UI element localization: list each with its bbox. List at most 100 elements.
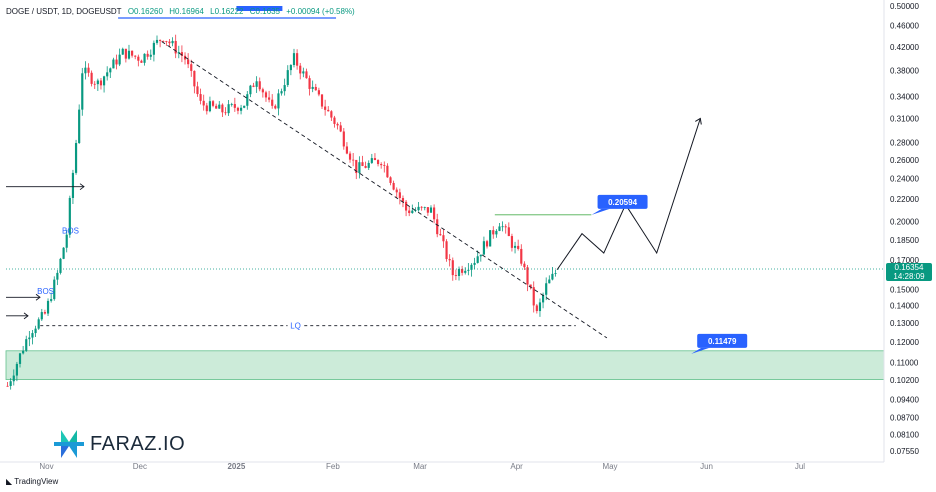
candle-body (74, 143, 78, 173)
candle-body (358, 162, 361, 174)
price-tick-label: 0.12000 (890, 338, 919, 347)
price-tick-label: 0.17000 (890, 256, 919, 265)
projection-path (556, 118, 701, 271)
candle-body (165, 41, 168, 42)
tradingview-brand[interactable]: ◣ TradingView (6, 477, 58, 486)
candle-body (289, 65, 292, 71)
candle-body (317, 90, 320, 95)
candle-body (106, 72, 109, 77)
candle-body (286, 70, 289, 86)
candle-body (202, 100, 205, 106)
candle-body (252, 85, 255, 87)
candle-body (271, 99, 274, 106)
price-tick-label: 0.14000 (890, 302, 919, 311)
candle-body (31, 333, 34, 338)
time-tick-label: Nov (39, 462, 53, 471)
low-value: L0.16222 (210, 7, 244, 16)
candle-body (112, 59, 115, 69)
candle-body (342, 131, 345, 147)
candle-body (280, 91, 283, 94)
symbol-label: DOGE / USDT, 1D, DOGEUSDT (6, 7, 122, 16)
candle-body (417, 206, 420, 211)
candle-body (529, 284, 532, 288)
high-value: H0.16964 (169, 7, 204, 16)
candle-body (121, 48, 124, 55)
open-value: O0.16260 (127, 7, 163, 16)
candle-body (12, 375, 15, 382)
time-tick-label: Jul (795, 462, 805, 471)
candle-body (308, 78, 311, 89)
price-tick-label: 0.18500 (890, 236, 919, 245)
countdown-value: 14:28:09 (893, 272, 925, 281)
candle-body (454, 275, 457, 276)
candle-body (115, 59, 118, 65)
candle-body (380, 164, 383, 166)
candle-body (159, 39, 162, 41)
candle-body (190, 64, 193, 71)
candle-body (37, 319, 40, 329)
price-tick-label: 0.46000 (890, 22, 919, 31)
price-tick-label: 0.20000 (890, 218, 919, 227)
candle-body (131, 50, 134, 56)
target-low-label: 0.11479 (708, 337, 737, 346)
bos-label-lower: BOS (37, 287, 54, 296)
candle-body (492, 230, 495, 235)
trendline (161, 41, 608, 339)
candle-body (221, 104, 224, 113)
candle-body (246, 94, 249, 106)
candle-body (9, 381, 12, 386)
price-tick-label: 0.31000 (890, 114, 919, 123)
candle-body (398, 192, 401, 199)
candle-body (102, 76, 106, 86)
candle-body (333, 117, 336, 124)
left-arrow-head (79, 183, 85, 191)
target-low-box (697, 333, 748, 348)
candle-body (433, 207, 436, 220)
candle-body (187, 59, 190, 65)
candle-body (429, 207, 433, 213)
liquidity-label-bg (287, 320, 304, 331)
candle-body (174, 40, 177, 54)
logo-text: FARAZ.IO (90, 432, 186, 455)
candle-body (457, 268, 461, 276)
drawings: LQ 0.20594 0.11479 BOS BOS (6, 6, 884, 354)
candle-body (545, 283, 548, 295)
candle-body (526, 267, 529, 285)
candle-body (498, 226, 501, 231)
candle-body (535, 305, 538, 312)
candle-body (408, 210, 411, 214)
candle-body (255, 81, 258, 87)
current-price-value: 0.16354 (894, 263, 924, 272)
candle-body (118, 54, 121, 65)
liquidity-label: LQ (290, 322, 301, 331)
candle-body (233, 104, 236, 108)
candle-body (495, 230, 498, 235)
candle-body (59, 258, 62, 273)
candle-body (470, 264, 473, 270)
candle-body (258, 81, 261, 90)
candle-body (476, 256, 479, 263)
candle-body (532, 287, 535, 306)
candle-body (507, 227, 510, 237)
candle-body (314, 86, 317, 91)
candle-body (65, 234, 68, 248)
candle-body (548, 279, 551, 284)
candle-body (56, 272, 59, 280)
candle-body (34, 328, 37, 334)
support-zone-rect (5, 350, 885, 380)
candle-body (208, 101, 212, 112)
candle-body (299, 65, 302, 74)
candle-body (215, 105, 218, 109)
candle-body (78, 109, 81, 144)
candle-body (370, 158, 373, 163)
candle-body (510, 236, 514, 248)
target-low-pointer (691, 347, 710, 354)
price-tick-label: 0.28000 (890, 138, 919, 147)
price-tick-label: 0.24000 (890, 175, 919, 184)
candle-body (267, 97, 271, 100)
candle-body (336, 123, 339, 126)
price-tick-label: 0.38000 (890, 67, 919, 76)
candle-body (523, 263, 526, 268)
faraz-logo: FARAZ.IO (52, 428, 185, 460)
